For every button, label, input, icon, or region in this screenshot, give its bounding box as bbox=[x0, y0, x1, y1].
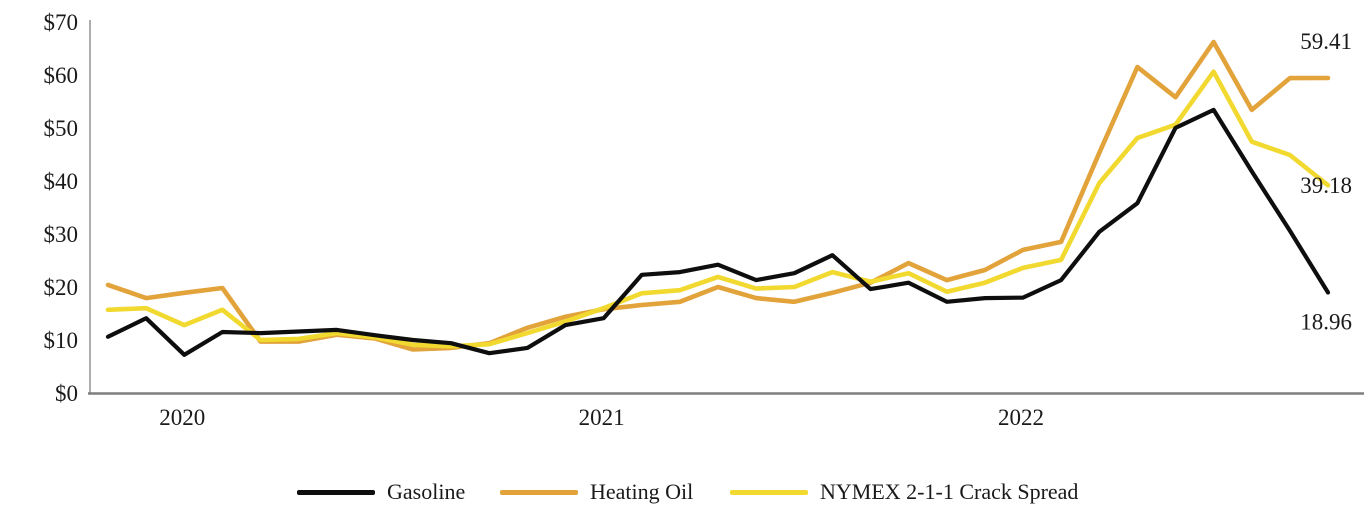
y-tick-label: $70 bbox=[44, 10, 79, 35]
legend-swatch-nymex-2-1-1-crack-spread bbox=[730, 489, 808, 495]
y-tick-label: $30 bbox=[44, 222, 79, 247]
y-tick-label: $10 bbox=[44, 328, 79, 353]
legend-label-nymex-2-1-1-crack-spread: NYMEX 2-1-1 Crack Spread bbox=[820, 479, 1079, 504]
end-value-label-heating-oil: 59.41 bbox=[1300, 29, 1352, 54]
legend-swatch-gasoline bbox=[297, 489, 375, 495]
legend-label-heating-oil: Heating Oil bbox=[590, 479, 694, 504]
series-line-gasoline bbox=[105, 107, 1331, 357]
legend-item-heating-oil: Heating Oil bbox=[500, 476, 693, 508]
y-tick-label: $50 bbox=[44, 116, 79, 141]
y-tick-label: $20 bbox=[44, 275, 79, 300]
y-tick-label: $40 bbox=[44, 169, 79, 194]
y-tick-label: $0 bbox=[55, 381, 78, 406]
legend-swatch-heating-oil bbox=[500, 489, 578, 495]
series-line-heating-oil bbox=[105, 39, 1331, 352]
x-tick-label-2020: 2020 bbox=[159, 405, 205, 430]
legend-item-nymex-2-1-1-crack-spread: NYMEX 2-1-1 Crack Spread bbox=[730, 476, 1078, 508]
end-value-label-gasoline: 18.96 bbox=[1300, 309, 1352, 334]
x-tick-label-2022: 2022 bbox=[998, 405, 1044, 430]
legend-item-gasoline: Gasoline bbox=[297, 476, 465, 508]
y-tick-label: $60 bbox=[44, 63, 79, 88]
crack-spread-line-chart: $0 $10 $20 $30 $40 $50 $60 $70 2020 2021 2022 18.96… bbox=[44, 10, 1364, 430]
end-value-label-nymex-2-1-1-crack-spread: 39.18 bbox=[1300, 173, 1352, 198]
legend: Gasoline Heating Oil NYMEX 2-1-1 Crack Spr… bbox=[0, 476, 1364, 516]
series-line-nymex-2-1-1-crack-spread bbox=[105, 69, 1331, 349]
legend-label-gasoline: Gasoline bbox=[387, 479, 466, 504]
x-tick-label-2021: 2021 bbox=[579, 405, 625, 430]
